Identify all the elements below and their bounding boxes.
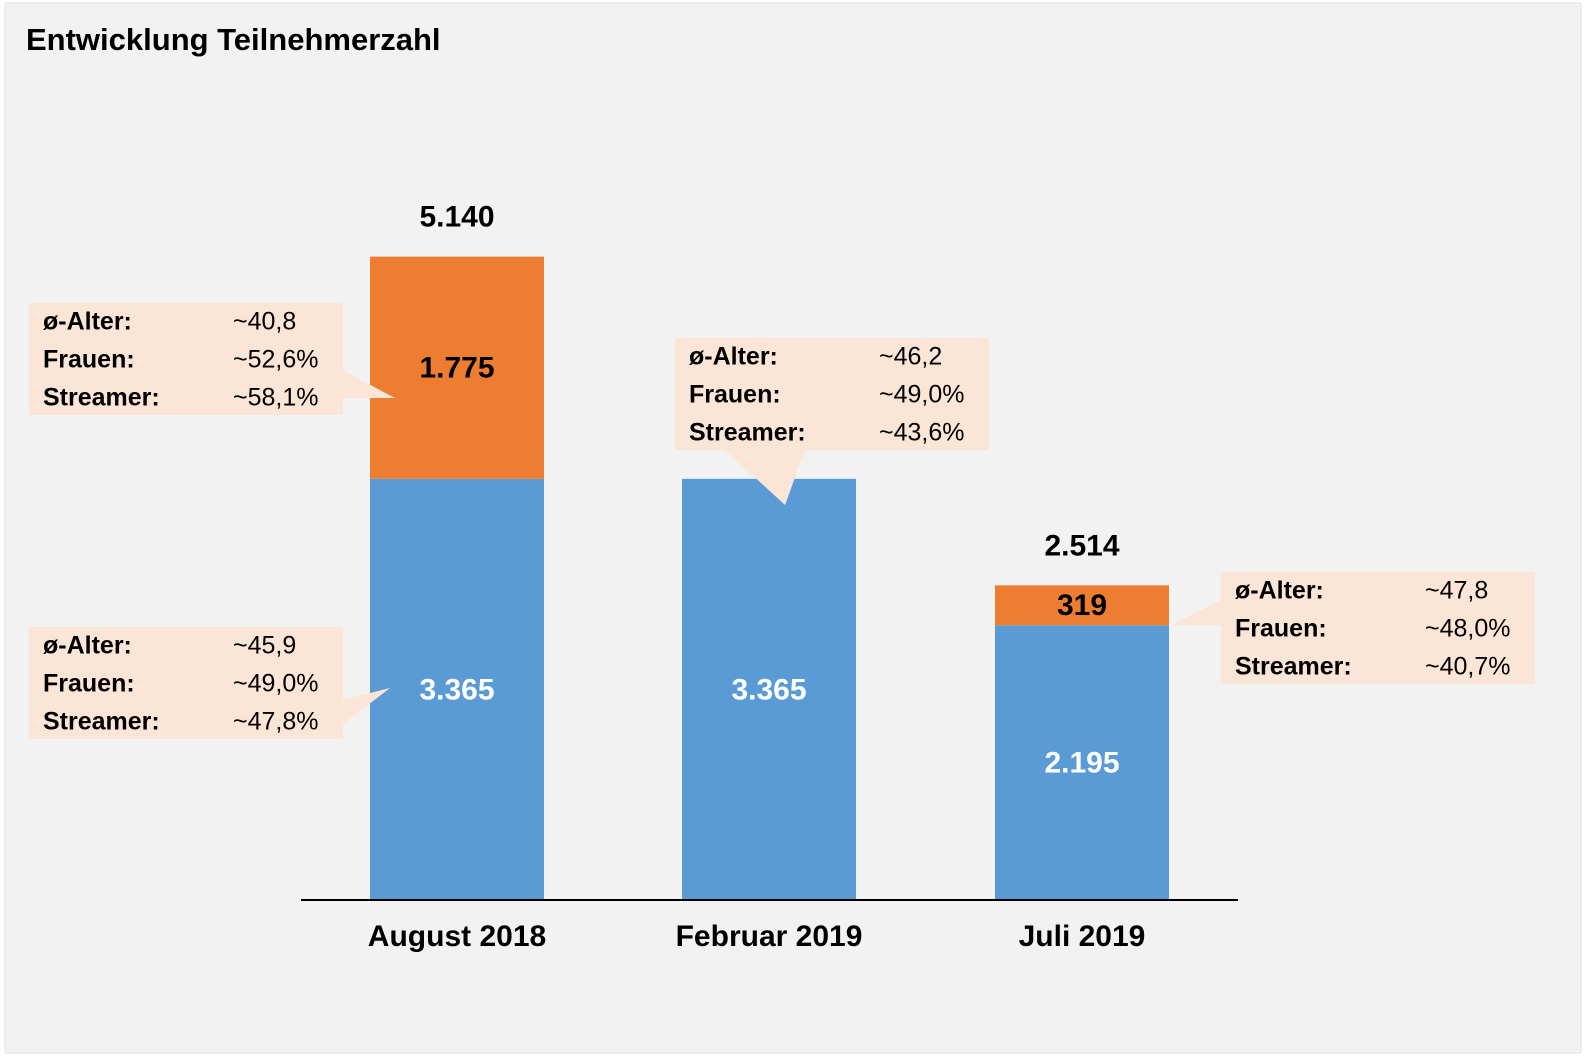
bar-segment	[995, 585, 1169, 626]
chart-title: Entwicklung Teilnehmerzahl	[26, 22, 441, 57]
callout-label: ø-Alter:	[1235, 577, 1324, 605]
callout-label: Streamer:	[689, 419, 806, 447]
callout-pointer	[725, 450, 805, 505]
callout-value: ~49,0%	[233, 670, 319, 698]
callout-value: ~46,2	[879, 343, 942, 371]
total-label: 5.140	[419, 201, 494, 234]
callout-label: ø-Alter:	[43, 632, 132, 660]
callout-label: Streamer:	[1235, 653, 1352, 681]
callout-value: ~48,0%	[1425, 615, 1511, 643]
callout-label: ø-Alter:	[689, 343, 778, 371]
callout-label: Streamer:	[43, 384, 160, 412]
bar-segment	[682, 478, 856, 900]
callout-box	[29, 627, 343, 739]
callout-box	[29, 303, 343, 415]
bar-segment	[370, 256, 544, 479]
callout-box	[675, 338, 989, 450]
callout-label: Frauen:	[43, 346, 135, 374]
callout-label: Frauen:	[1235, 615, 1327, 643]
callout-value: ~49,0%	[879, 381, 965, 409]
bar-segment	[370, 478, 544, 900]
callout-pointer	[342, 370, 395, 398]
callout-label: ø-Alter:	[43, 308, 132, 336]
callout-label: Frauen:	[689, 381, 781, 409]
callout-value: ~40,8	[233, 308, 296, 336]
callout-value: ~47,8%	[233, 708, 319, 736]
callout-value: ~45,9	[233, 632, 296, 660]
callout-pointer	[342, 688, 390, 725]
x-tick-label: Juli 2019	[1019, 920, 1146, 953]
callout-value: ~47,8	[1425, 577, 1488, 605]
callout-value: ~52,6%	[233, 346, 319, 374]
total-label: 2.514	[1044, 529, 1119, 562]
x-tick-label: August 2018	[368, 920, 546, 953]
callout-box	[1221, 572, 1535, 684]
callout-value: ~43,6%	[879, 419, 965, 447]
value-label: 3.365	[419, 673, 494, 706]
callout-pointer	[1172, 600, 1221, 625]
callout-label: Streamer:	[43, 708, 160, 736]
callout-label: Frauen:	[43, 670, 135, 698]
callout-value: ~40,7%	[1425, 653, 1511, 681]
value-label: 1.775	[419, 352, 494, 385]
value-label: 3.365	[731, 673, 806, 706]
value-label: 319	[1057, 589, 1107, 622]
bar-segment	[995, 625, 1169, 900]
value-label: 2.195	[1044, 747, 1119, 780]
x-tick-label: Februar 2019	[676, 920, 863, 953]
callout-value: ~58,1%	[233, 384, 319, 412]
